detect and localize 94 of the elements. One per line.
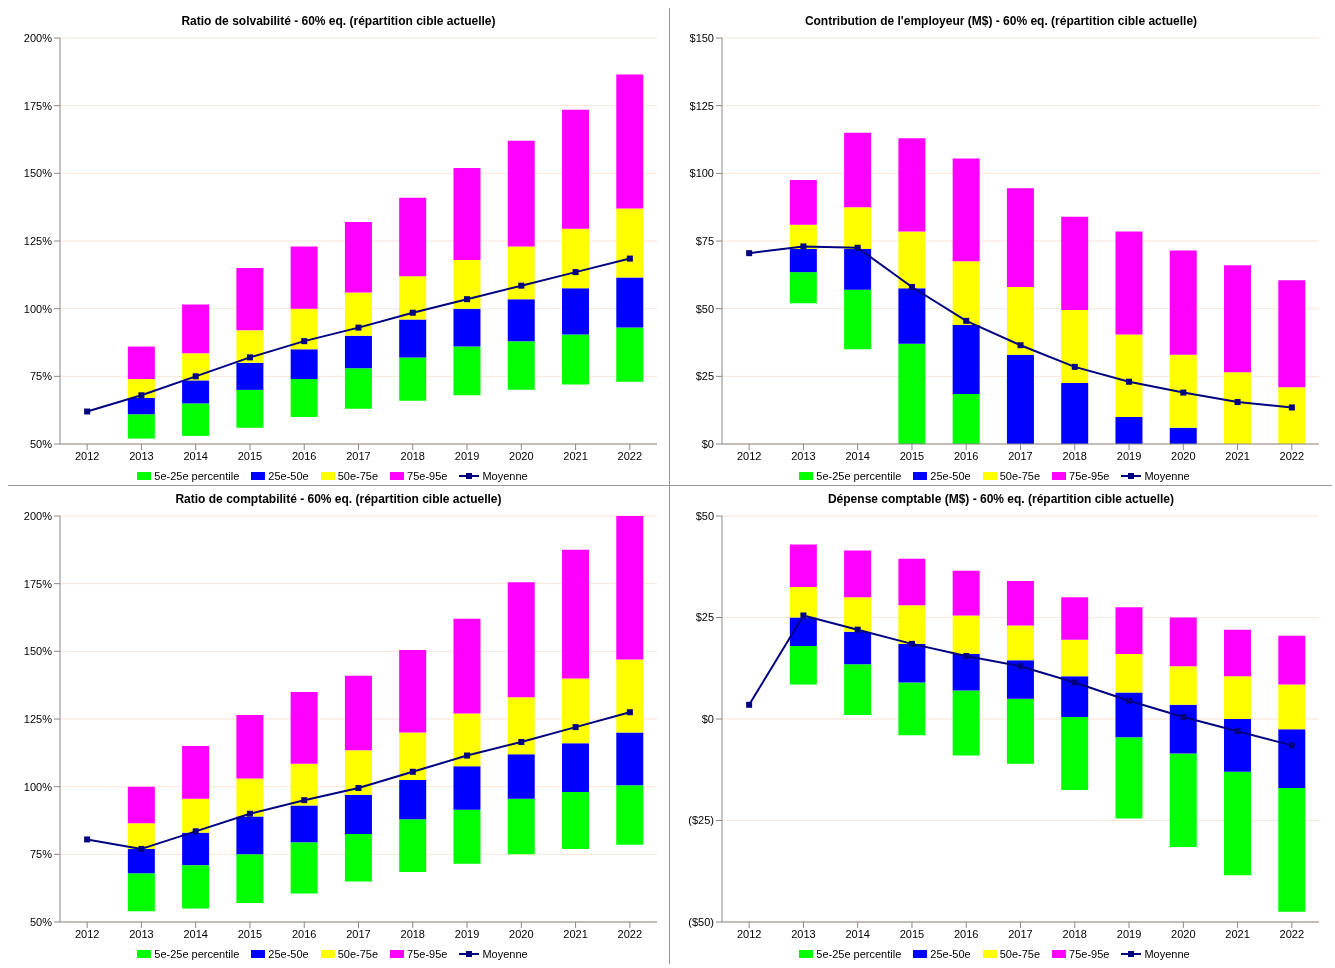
legend-label: 75e-95e	[407, 948, 448, 960]
y-tick-label: 150%	[23, 167, 53, 180]
x-tick-label: 2018	[400, 449, 426, 462]
x-tick-label: 2020	[1171, 927, 1196, 940]
x-tick-label: 2019	[1116, 449, 1142, 462]
y-tick-label: $0	[701, 712, 714, 725]
x-tick-label: 2015	[899, 927, 925, 940]
x-tick-label: 2016	[953, 927, 979, 940]
x-tick-label: 2020	[1171, 449, 1196, 462]
x-tick-label: 2015	[237, 449, 263, 462]
legend-label: Moyenne	[482, 948, 528, 960]
x-tick-label: 2017	[1008, 449, 1033, 462]
legend-label: 50e-75e	[999, 470, 1041, 482]
x-tick-label: 2019	[454, 449, 480, 462]
x-tick-label: 2018	[1062, 927, 1088, 940]
chart-title: Ratio de comptabilité - 60% eq. (répartition cible actuelle)	[174, 492, 503, 508]
x-tick-label: 2014	[183, 927, 208, 940]
x-tick-label: 2015	[899, 449, 925, 462]
x-tick-label: 2014	[183, 449, 208, 462]
legend-label: 50e-75e	[999, 948, 1041, 960]
legend-label: 25e-50e	[930, 470, 971, 482]
legend-label: 5e-25e percentile	[816, 470, 902, 482]
x-tick-label: 2012	[736, 927, 762, 940]
legend-label: 5e-25e percentile	[816, 948, 902, 960]
chart-title: Ratio de solvabilité - 60% eq. (répartition cible actuelle)	[180, 14, 497, 30]
x-tick-label: 2014	[845, 927, 870, 940]
legend-label: 75e-95e	[407, 470, 448, 482]
y-tick-label: $0	[701, 437, 714, 450]
x-tick-label: 2018	[400, 927, 426, 940]
legend-label: 75e-95e	[1069, 470, 1110, 482]
y-tick-label: 75%	[29, 848, 53, 861]
x-tick-label: 2019	[454, 927, 480, 940]
x-tick-label: 2013	[129, 927, 154, 940]
x-tick-label: 2022	[1279, 927, 1305, 940]
x-tick-label: 2014	[845, 449, 870, 462]
x-tick-label: 2017	[346, 927, 371, 940]
y-tick-label: $50	[695, 509, 714, 522]
x-tick-label: 2020	[509, 927, 534, 940]
legend-label: 5e-25e percentile	[154, 948, 240, 960]
y-tick-label: $25	[695, 370, 714, 383]
legend-label: 5e-25e percentile	[154, 470, 240, 482]
x-tick-label: 2016	[291, 927, 317, 940]
x-tick-label: 2012	[74, 449, 100, 462]
chart-title: Contribution de l'employeur (M$) - 60% eq. (répartition cible actuelle)	[803, 14, 1199, 30]
x-tick-label: 2021	[563, 449, 588, 462]
y-tick-label: 100%	[23, 302, 53, 315]
x-tick-label: 2020	[509, 449, 534, 462]
y-tick-label: 75%	[29, 370, 53, 383]
y-tick-label: 100%	[23, 780, 53, 793]
y-tick-label: 125%	[23, 234, 53, 247]
x-tick-label: 2013	[791, 449, 816, 462]
y-tick-label: $50	[695, 302, 714, 315]
y-tick-label: $150	[689, 31, 714, 44]
x-tick-label: 2022	[1279, 449, 1305, 462]
legend-label: 25e-50e	[268, 948, 309, 960]
legend-label: 25e-50e	[268, 470, 309, 482]
x-tick-label: 2021	[563, 927, 588, 940]
x-tick-label: 2018	[1062, 449, 1088, 462]
x-tick-label: 2021	[1225, 449, 1250, 462]
y-tick-label: $75	[695, 234, 714, 247]
y-tick-label: 200%	[23, 509, 53, 522]
x-tick-label: 2012	[736, 449, 762, 462]
y-tick-label: 175%	[23, 577, 53, 590]
x-tick-label: 2013	[129, 449, 154, 462]
y-tick-label: 50%	[29, 915, 53, 928]
legend-label: 25e-50e	[930, 948, 971, 960]
x-tick-label: 2016	[953, 449, 979, 462]
y-tick-label: 175%	[23, 99, 53, 112]
y-tick-label: 125%	[23, 712, 53, 725]
y-tick-label: $125	[689, 99, 714, 112]
chart-title: Dépense comptable (M$) - 60% eq. (répartition cible actuelle)	[826, 492, 1176, 508]
legend-label: 75e-95e	[1069, 948, 1110, 960]
y-tick-label: $100	[689, 167, 714, 180]
x-tick-label: 2015	[237, 927, 263, 940]
legend-label: Moyenne	[482, 470, 528, 482]
legend-label: Moyenne	[1144, 470, 1190, 482]
x-tick-label: 2013	[791, 927, 816, 940]
x-tick-label: 2019	[1116, 927, 1142, 940]
x-tick-label: 2022	[617, 449, 643, 462]
legend-label: 50e-75e	[337, 948, 379, 960]
legend-label: Moyenne	[1144, 948, 1190, 960]
y-tick-label: 200%	[23, 31, 53, 44]
legend-label: 50e-75e	[337, 470, 379, 482]
x-tick-label: 2012	[74, 927, 100, 940]
x-tick-label: 2017	[346, 449, 371, 462]
x-tick-label: 2017	[1008, 927, 1033, 940]
x-tick-label: 2021	[1225, 927, 1250, 940]
y-tick-label: $25	[695, 611, 714, 624]
y-tick-label: 50%	[29, 437, 53, 450]
y-tick-label: ($25)	[688, 814, 714, 827]
x-tick-label: 2022	[617, 927, 643, 940]
y-tick-label: ($50)	[688, 915, 714, 928]
y-tick-label: 150%	[23, 645, 53, 658]
x-tick-label: 2016	[291, 449, 317, 462]
